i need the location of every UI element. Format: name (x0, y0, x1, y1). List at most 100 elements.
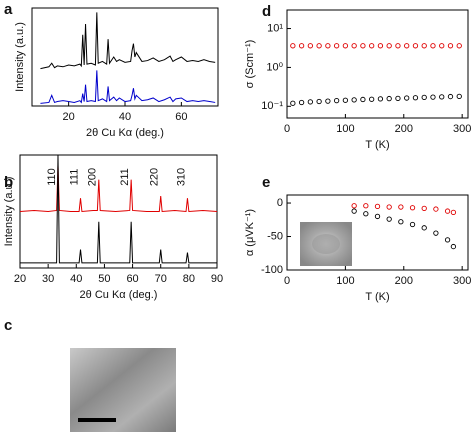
data-point (369, 96, 375, 102)
data-point (351, 97, 357, 103)
data-point (333, 43, 340, 49)
data-point (374, 213, 381, 220)
data-point (433, 230, 439, 236)
data-point (307, 99, 314, 105)
plot-frame (31, 7, 219, 107)
data-point (421, 43, 427, 49)
x-axis-label: T (K) (365, 291, 389, 303)
xrd-line (40, 70, 216, 104)
x-tick-label: 300 (453, 123, 471, 135)
data-point (430, 43, 436, 49)
data-point (395, 95, 401, 102)
y-tick-label: -100 (261, 264, 283, 276)
scale-bar (78, 418, 116, 422)
data-point (360, 96, 366, 103)
x-tick-label: 50 (98, 273, 110, 285)
panel-letter: a (4, 1, 13, 18)
y-axis-label: Intensity (a.u.) (14, 22, 26, 92)
x-tick-label: 200 (395, 123, 413, 135)
plot-frame (286, 194, 469, 271)
data-point (369, 43, 375, 49)
data-point (447, 93, 454, 100)
plot-frame (286, 9, 469, 119)
x-tick-label: 40 (119, 111, 131, 123)
data-point (450, 209, 457, 216)
data-point (290, 43, 296, 49)
x-tick-label: 100 (336, 275, 354, 287)
x-tick-label: 20 (14, 273, 26, 285)
data-point (439, 43, 445, 49)
data-point (316, 98, 322, 105)
peak-label: 110 (46, 168, 58, 186)
data-point (433, 206, 439, 212)
data-point (456, 43, 462, 49)
data-point (447, 43, 454, 49)
peak-label: 200 (87, 168, 99, 186)
data-point (456, 93, 462, 100)
y-tick-label: 10⁻¹ (261, 100, 283, 112)
panel-letter: e (262, 174, 270, 191)
x-tick-label: 40 (70, 273, 82, 285)
data-point (360, 43, 366, 49)
data-point (409, 205, 416, 211)
data-point (325, 98, 331, 104)
data-point (374, 203, 381, 210)
data-point (412, 43, 419, 49)
data-point (421, 205, 427, 212)
xrd-line (20, 154, 217, 264)
xrd-line (40, 12, 216, 70)
x-axis-label: 2θ Cu Kα (deg.) (80, 289, 158, 301)
data-point (444, 237, 451, 243)
x-tick-label: 60 (126, 273, 138, 285)
data-point (342, 43, 349, 49)
data-point (450, 243, 457, 250)
x-tick-label: 200 (395, 275, 413, 287)
peak-label: 310 (175, 168, 187, 186)
data-point (307, 43, 314, 49)
data-point (386, 204, 392, 210)
y-axis-label: α (μVK⁻¹) (244, 209, 256, 256)
peak-label: 211 (119, 168, 131, 186)
data-point (363, 203, 369, 209)
x-tick-label: 0 (284, 123, 290, 135)
x-tick-label: 70 (155, 273, 167, 285)
data-point (404, 43, 410, 49)
data-point (363, 211, 369, 217)
x-tick-label: 20 (63, 111, 75, 123)
data-point (395, 43, 401, 49)
panel-letter: b (4, 174, 13, 191)
panel-letter: d (262, 3, 271, 20)
y-tick-label: 10¹ (267, 22, 283, 34)
data-point (377, 43, 384, 49)
peak-label: 220 (149, 168, 161, 186)
data-point (333, 97, 340, 104)
x-axis-label: T (K) (365, 139, 389, 151)
data-point (404, 95, 410, 101)
data-point (290, 100, 296, 106)
y-axis-label: σ (Scm⁻¹) (244, 40, 256, 89)
data-point (377, 96, 384, 102)
data-point (421, 225, 427, 231)
data-point (351, 203, 357, 209)
data-point (386, 216, 392, 222)
data-point (386, 43, 392, 49)
data-point (298, 99, 305, 106)
data-point (430, 94, 436, 100)
data-point (325, 43, 331, 49)
x-tick-label: 100 (336, 123, 354, 135)
inset-crystal (312, 234, 340, 254)
data-point (298, 43, 305, 49)
data-point (439, 94, 445, 100)
data-point (409, 221, 416, 228)
data-point (444, 208, 451, 214)
data-point (421, 94, 427, 100)
panel-letter: c (4, 317, 12, 334)
data-point (316, 43, 322, 49)
y-tick-label: 10⁰ (266, 61, 283, 73)
y-tick-label: -50 (267, 230, 283, 242)
data-point (351, 43, 357, 49)
x-tick-label: 80 (183, 273, 195, 285)
peak-label: 111 (68, 169, 80, 186)
x-tick-label: 30 (42, 273, 54, 285)
data-point (398, 204, 404, 210)
